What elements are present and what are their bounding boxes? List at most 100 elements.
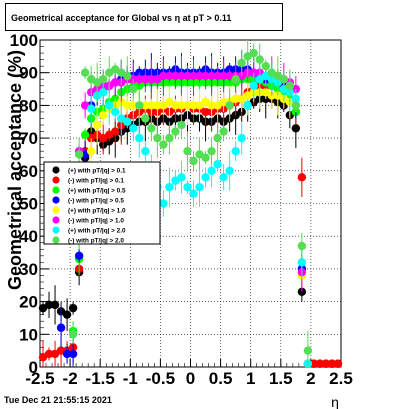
y-tick-label: 0 bbox=[29, 358, 38, 377]
data-point bbox=[225, 166, 234, 175]
data-point bbox=[74, 251, 84, 261]
data-point bbox=[111, 127, 120, 136]
legend-marker bbox=[52, 176, 60, 184]
data-point bbox=[129, 101, 138, 110]
data-point bbox=[177, 120, 186, 130]
data-point bbox=[62, 310, 72, 319]
data-point bbox=[201, 107, 210, 117]
data-point bbox=[207, 101, 216, 110]
legend-label: (+) with pT/|q| > 1.0 bbox=[68, 208, 126, 215]
x-tick-label: -0.5 bbox=[146, 369, 175, 388]
series-group bbox=[38, 40, 343, 368]
x-tick-label: -1.5 bbox=[86, 369, 115, 388]
data-point bbox=[279, 75, 289, 84]
legend-label: (-) with pT/|q| > 0.1 bbox=[68, 178, 124, 185]
data-point bbox=[183, 146, 192, 156]
y-tick-label: 70 bbox=[19, 129, 38, 148]
y-tick-label: 40 bbox=[19, 227, 38, 246]
x-tick-label: 1.5 bbox=[269, 369, 293, 388]
data-point bbox=[189, 71, 198, 81]
data-point bbox=[141, 75, 150, 84]
data-point bbox=[111, 78, 120, 87]
data-point bbox=[249, 81, 258, 90]
data-point bbox=[189, 189, 198, 198]
data-point bbox=[147, 101, 156, 110]
data-point bbox=[159, 140, 168, 149]
legend-marker bbox=[52, 186, 60, 194]
series-7 bbox=[68, 40, 313, 367]
data-point bbox=[141, 101, 150, 110]
legend-marker bbox=[52, 196, 60, 204]
x-tick-label: 0.5 bbox=[209, 369, 233, 388]
x-tick-label: -2.5 bbox=[25, 369, 54, 388]
data-point bbox=[183, 71, 192, 81]
x-tick-label: 0 bbox=[186, 369, 195, 388]
legend-label: (-) with pT/|q| > 2.0 bbox=[68, 238, 124, 245]
axis-ticks: -2.5 -2 -1.5 -1 -0.5 0 0.5 1 1.5 2 2.5 0 10 20 30 40 50 6… bbox=[10, 31, 353, 388]
data-point bbox=[80, 130, 90, 140]
data-point bbox=[201, 173, 210, 182]
legend-label: (+) with pT/|q| > 2.0 bbox=[68, 228, 126, 235]
data-point bbox=[213, 71, 222, 81]
y-tick-label: 20 bbox=[19, 293, 38, 312]
data-point bbox=[147, 124, 156, 133]
data-point bbox=[141, 146, 150, 156]
legend-marker bbox=[52, 206, 60, 214]
legend-label: (-) with pT/|q| > 0.5 bbox=[68, 198, 124, 205]
data-point bbox=[231, 94, 240, 104]
x-tick-label: -1 bbox=[123, 369, 138, 388]
data-point bbox=[183, 182, 192, 192]
legend-label: (-) with pT/|q| > 1.0 bbox=[68, 218, 124, 225]
y-tick-label: 30 bbox=[19, 260, 38, 279]
data-point bbox=[92, 120, 102, 130]
data-point bbox=[165, 71, 174, 81]
data-point bbox=[165, 182, 174, 192]
data-point bbox=[44, 349, 54, 359]
y-tick-label: 80 bbox=[19, 96, 38, 115]
data-point bbox=[183, 101, 192, 110]
data-point bbox=[171, 101, 180, 110]
legend-box bbox=[43, 161, 161, 245]
y-tick-label: 60 bbox=[19, 162, 38, 181]
legend-marker bbox=[52, 226, 60, 234]
data-point bbox=[165, 133, 174, 143]
data-point bbox=[123, 71, 132, 81]
data-point bbox=[309, 359, 319, 368]
data-point bbox=[99, 88, 108, 97]
data-point bbox=[207, 146, 216, 156]
data-point bbox=[135, 133, 144, 143]
data-point bbox=[111, 107, 120, 117]
data-point bbox=[189, 101, 198, 110]
data-point bbox=[159, 71, 168, 81]
data-point bbox=[135, 75, 144, 84]
x-axis-label: η bbox=[331, 394, 339, 409]
x-tick-label: 2.5 bbox=[329, 369, 353, 388]
data-point bbox=[153, 101, 162, 110]
data-point bbox=[68, 330, 78, 339]
chart-title: Geometrical acceptance for Global vs η a… bbox=[5, 3, 283, 31]
data-point bbox=[297, 258, 307, 267]
data-point bbox=[255, 55, 264, 64]
data-point bbox=[147, 75, 156, 84]
data-point bbox=[177, 101, 186, 110]
data-point bbox=[219, 127, 228, 136]
x-tick-label: -2 bbox=[63, 369, 78, 388]
x-tick-label: 2 bbox=[306, 369, 315, 388]
data-point bbox=[68, 303, 78, 313]
data-point bbox=[225, 101, 234, 110]
data-point bbox=[207, 71, 216, 81]
data-point bbox=[86, 104, 96, 113]
legend-marker bbox=[52, 166, 60, 174]
data-point bbox=[291, 101, 301, 110]
y-axis-label: Geometrical acceptance (%) bbox=[5, 50, 25, 290]
data-point bbox=[219, 71, 228, 81]
data-point bbox=[195, 71, 204, 81]
data-point bbox=[297, 241, 307, 251]
data-point bbox=[86, 146, 96, 156]
data-point bbox=[56, 323, 66, 332]
data-point bbox=[231, 146, 240, 156]
data-point bbox=[261, 61, 270, 71]
data-point bbox=[165, 78, 174, 87]
legend-marker bbox=[52, 236, 60, 244]
